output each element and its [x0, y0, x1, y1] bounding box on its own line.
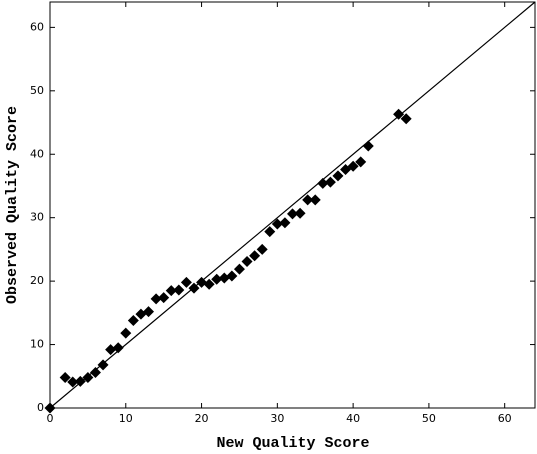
x-tick-label: 20 — [195, 412, 209, 425]
point — [362, 140, 374, 152]
point — [287, 208, 298, 220]
x-tick-label: 40 — [346, 412, 360, 425]
point — [256, 243, 268, 255]
point — [89, 366, 101, 378]
point — [317, 177, 329, 189]
point — [233, 263, 245, 275]
x-tick-label: 0 — [47, 412, 54, 425]
point — [347, 160, 359, 172]
point — [173, 284, 185, 296]
point — [59, 372, 71, 384]
point — [127, 314, 139, 326]
x-tick-label: 30 — [270, 412, 284, 425]
point — [226, 270, 238, 282]
point — [400, 113, 412, 125]
point — [44, 402, 56, 414]
point — [332, 170, 344, 182]
reference-line — [49, 1, 536, 409]
point — [324, 176, 336, 188]
y-tick-label: 20 — [30, 274, 44, 287]
point — [294, 207, 306, 219]
point — [196, 276, 208, 288]
point — [120, 327, 132, 339]
x-tick-label: 50 — [422, 412, 436, 425]
x-axis-title: New Quality Score — [216, 435, 369, 452]
point — [309, 194, 321, 206]
y-tick-label: 10 — [30, 338, 44, 351]
plot-frame — [49, 1, 536, 409]
point — [203, 278, 215, 290]
y-tick-label: 30 — [30, 211, 44, 224]
y-tick-label: 50 — [30, 84, 44, 97]
point — [249, 250, 261, 262]
point — [211, 273, 223, 285]
point — [302, 194, 314, 206]
point — [82, 372, 94, 384]
point — [150, 293, 162, 305]
point — [112, 342, 124, 354]
point — [143, 306, 155, 318]
x-tick-label: 10 — [119, 412, 133, 425]
y-axis-title: Observed Quality Score — [4, 106, 21, 304]
point — [67, 376, 79, 388]
y-tick-label: 60 — [30, 20, 44, 33]
point — [355, 156, 367, 168]
point — [241, 255, 253, 267]
point — [180, 276, 192, 288]
point — [165, 285, 177, 297]
point — [393, 108, 405, 120]
point — [264, 226, 276, 238]
point — [158, 292, 170, 304]
point — [279, 217, 291, 229]
y-tick-label: 40 — [30, 147, 44, 160]
point — [105, 344, 117, 356]
point — [188, 282, 200, 294]
point — [271, 218, 283, 230]
x-tick-label: 60 — [498, 412, 512, 425]
point — [74, 375, 86, 387]
point — [97, 359, 109, 371]
point — [218, 272, 230, 284]
y-tick-label: 0 — [37, 401, 44, 414]
